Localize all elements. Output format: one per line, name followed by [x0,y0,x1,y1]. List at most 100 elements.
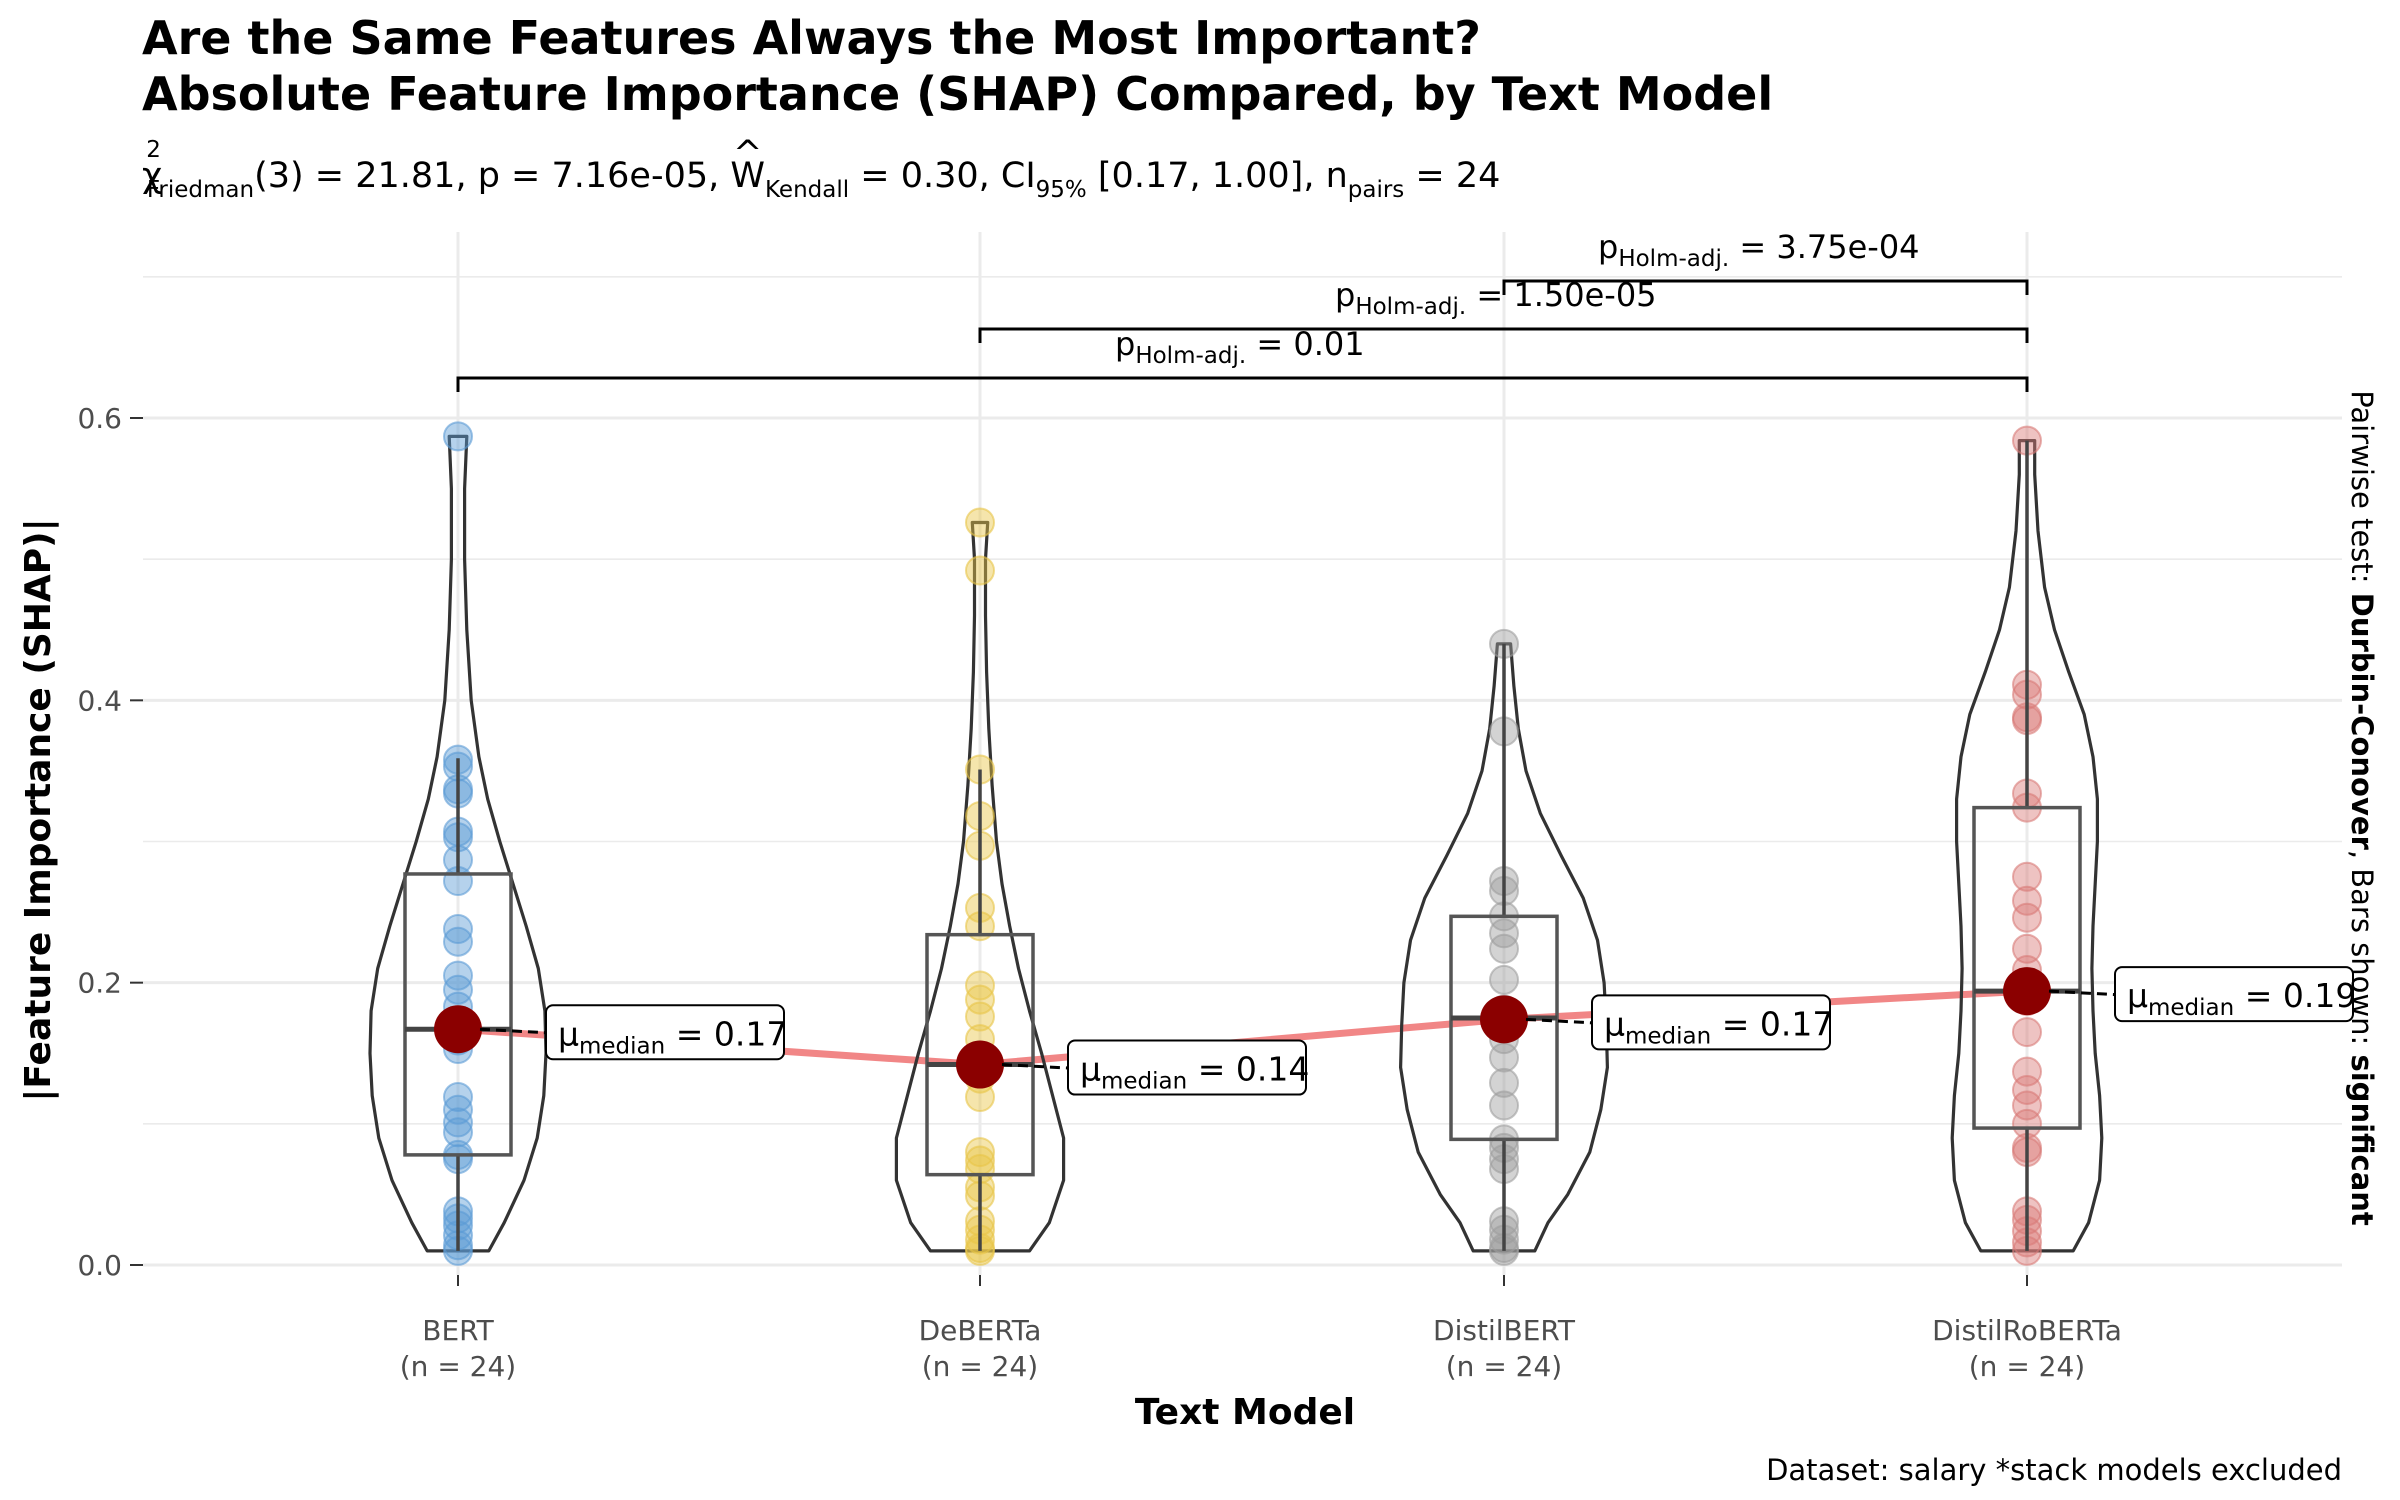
data-point [965,984,995,1015]
median-label-value: = 0.14 [1187,1050,1309,1089]
median-label-symbol: μ [2127,976,2148,1015]
data-point [2012,933,2042,964]
box-iqr [925,932,1035,1177]
median-label-sub: median [2148,995,2234,1021]
median-label-leader [1001,1063,1079,1071]
category-group-deberta: μmedian = 0.14 DeBERTa(n = 24) [894,507,1309,1383]
data-point [443,926,473,957]
median-label: μmedian = 0.14 [1080,1050,1309,1095]
violin-outline [1399,642,1609,1253]
median-label-value: = 0.19 [2234,976,2356,1015]
chart-subtitle: χ2 Friedman(3) = 21.81, p = 7.16e-05, WKe… [142,137,1500,203]
median-label-sub: median [579,1033,665,1059]
subtitle-stat-df: (3) = 21.81, p = 7.16e-05, [254,156,730,196]
category-group-distilbert: μmedian = 0.17 DistilBERT(n = 24) [1399,628,1833,1383]
subtitle-stat-sup: 2 [146,137,161,163]
median-label: μmedian = 0.19 [2127,976,2356,1021]
median-label-value: = 0.17 [1711,1004,1833,1043]
category-group-bert: μmedian = 0.17 BERT(n = 24) [368,421,787,1383]
p-sub: Holm-adj. [1135,343,1246,369]
subtitle-effect-hat: ^ [733,134,762,174]
x-axis-title: Text Model [1135,1392,1355,1433]
chart-caption: Dataset: salary *stack models excluded [1766,1453,2342,1487]
data-point [443,1094,473,1125]
data-point [2012,1074,2042,1105]
category-group-distilroberta: μmedian = 0.19 DistilRoBERTa(n = 24) [1932,425,2356,1383]
y-tick-label: 0.6 [77,402,122,435]
subtitle-stat-name: χ [142,156,162,196]
x-tick-n-label: (n = 24) [400,1350,516,1383]
y-tick-label: 0.0 [77,1249,122,1282]
median-label-symbol: μ [558,1014,579,1053]
subtitle-ci-sub: 95% [1036,177,1087,203]
p-symbol: p [1115,325,1135,363]
median-label-sub: median [1625,1023,1711,1049]
data-point [1489,1042,1519,1073]
x-tick-label: DistilBERT [1433,1314,1576,1347]
data-point [2012,861,2042,892]
pairwise-p-label: pHolm-adj. = 3.75e-04 [1598,228,1920,272]
pairwise-p-label: pHolm-adj. = 0.01 [1115,325,1365,369]
data-point [1489,1090,1519,1121]
mean-point [956,1040,1004,1089]
data-point [443,421,473,452]
subtitle-stat-sub: Friedman [147,177,254,203]
subtitle-effect-name: W [730,156,765,196]
mean-point [434,1005,482,1054]
subtitle-n-value: = 24 [1404,156,1500,196]
x-tick-label: BERT [422,1314,494,1347]
side-prefix: Pairwise test: [2345,390,2379,593]
data-point [965,555,995,586]
pairwise-test-label: Pairwise test: Durbin-Conover, Bars show… [2345,390,2379,1226]
violin-outline [1950,439,2104,1253]
median-label-sub: median [1101,1069,1187,1095]
data-point [2012,902,2042,933]
subtitle-ci-value: [0.17, 1.00], n [1087,156,1348,196]
median-label-box [2114,966,2354,1023]
x-tick-n-label: (n = 24) [922,1350,1038,1383]
bracket-line [978,327,2029,343]
data-point [2012,885,2042,916]
pairwise-p-label: pHolm-adj. = 1.50e-05 [1335,276,1657,320]
median-label-leader [479,1027,557,1035]
x-tick-n-label: (n = 24) [1446,1350,1562,1383]
gridlines [143,232,2342,1275]
box-iqr [1972,805,2082,1130]
data-point [2012,1017,2042,1048]
median-label: μmedian = 0.17 [558,1014,787,1059]
side-which: significant [2345,1054,2379,1225]
data-point [1489,918,1519,949]
bracket-line [1502,279,2029,295]
data-point [1489,1067,1519,1098]
median-label-leader [2048,989,2126,997]
side-method: Durbin-Conover [2345,593,2379,851]
p-sub: Holm-adj. [1618,246,1729,272]
p-symbol: p [1335,276,1355,314]
median-label-symbol: μ [1080,1050,1101,1089]
median-label-box [1067,1039,1307,1096]
median-label-box [1591,994,1831,1051]
p-value: = 3.75e-04 [1729,228,1919,266]
y-tick-label: 0.4 [77,684,122,717]
data-point [443,1117,473,1148]
mean-point [1480,995,1528,1044]
data-point [965,507,995,538]
median-label-symbol: μ [1604,1004,1625,1043]
data-point [965,1137,995,1168]
data-point [443,914,473,945]
pairwise-bracket: pHolm-adj. = 1.50e-05 [978,276,2029,343]
x-tick-label: DeBERTa [919,1314,1042,1347]
median-label: μmedian = 0.17 [1604,1004,1833,1049]
x-tick-n-label: (n = 24) [1969,1350,2085,1383]
subtitle-n-sub: pairs [1348,177,1405,203]
subtitle-effect-sub: Kendall [765,177,849,203]
side-middle: , Bars shown: [2345,850,2379,1055]
data-point [1489,964,1519,995]
p-sub: Holm-adj. [1355,294,1466,320]
pairwise-bracket: pHolm-adj. = 3.75e-04 [1502,228,2029,295]
x-tick-label: DistilRoBERTa [1932,1314,2122,1347]
data-point [443,974,473,1005]
p-symbol: p [1598,228,1618,266]
